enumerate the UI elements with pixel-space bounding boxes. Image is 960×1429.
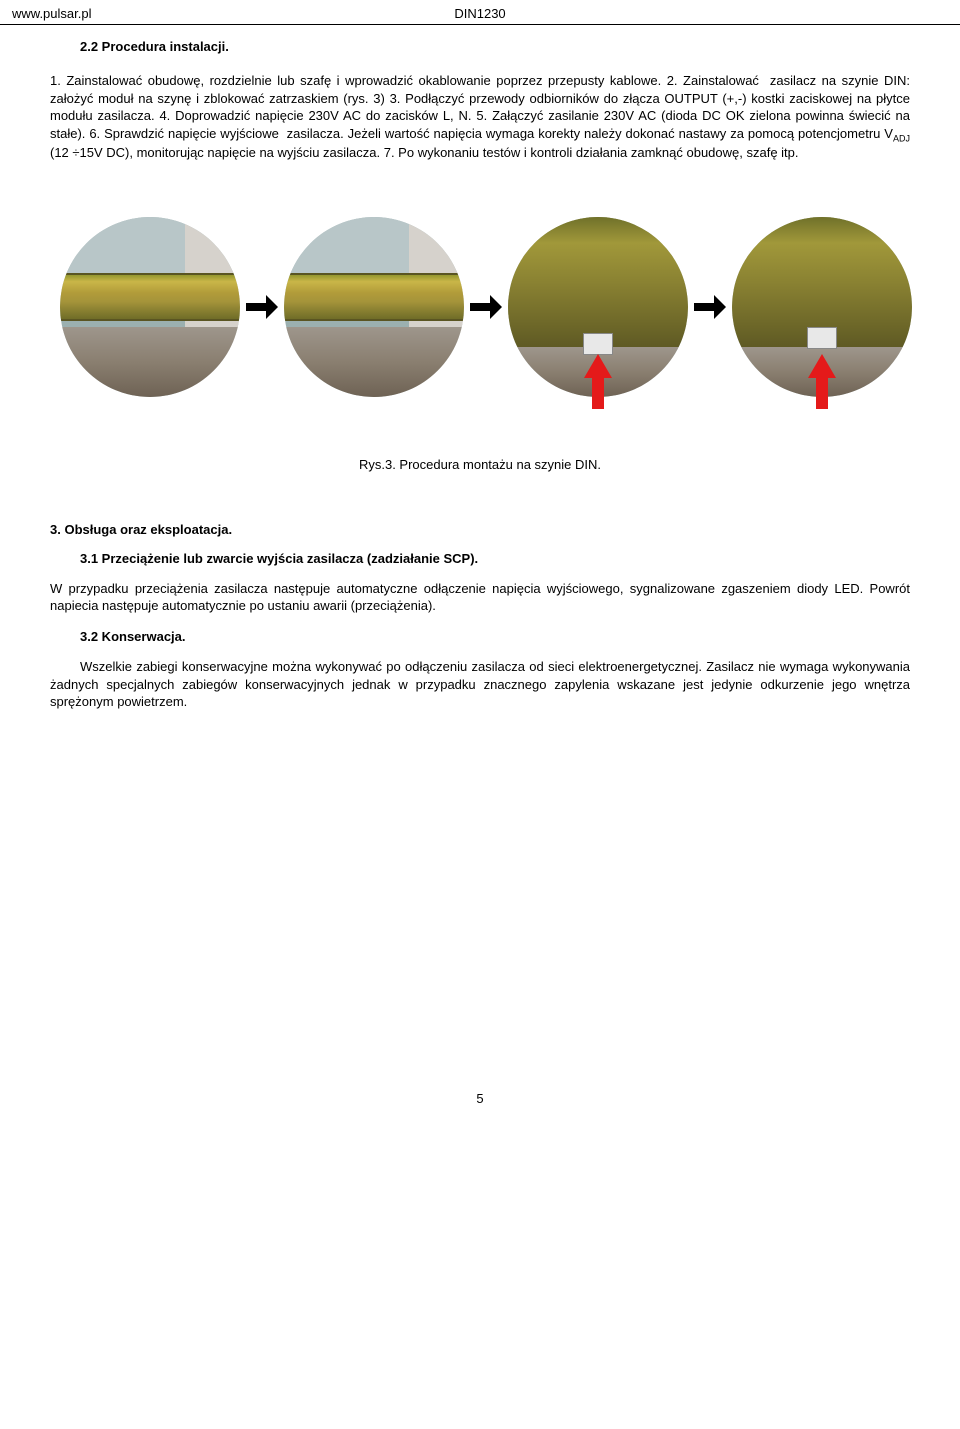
figure-step-3 — [508, 217, 688, 397]
section-3-title: 3. Obsługa oraz eksploatacja. — [50, 522, 910, 537]
figure-caption: Rys.3. Procedura montażu na szynie DIN. — [50, 457, 910, 472]
arrow-icon — [692, 293, 728, 321]
figure-step-1 — [60, 217, 240, 397]
header-code: DIN1230 — [454, 6, 505, 21]
arrow-icon — [468, 293, 504, 321]
figure-step-4 — [732, 217, 912, 397]
red-arrow-icon — [806, 354, 838, 409]
section-3-1-title: 3.1 Przeciążenie lub zwarcie wyjścia zas… — [80, 551, 910, 566]
red-arrow-icon — [582, 354, 614, 409]
figure-row — [50, 217, 910, 397]
section-2-2-text: 1. Zainstalować obudowę, rozdzielnie lub… — [50, 72, 910, 162]
section-2-2-title: 2.2 Procedura instalacji. — [80, 39, 910, 54]
section-3-1-text: W przypadku przeciążenia zasilacza nastę… — [50, 580, 910, 615]
section-3-2-text: Wszelkie zabiegi konserwacyjne można wyk… — [50, 658, 910, 711]
page-number: 5 — [50, 1091, 910, 1106]
section-3-2-title: 3.2 Konserwacja. — [80, 629, 910, 644]
arrow-icon — [244, 293, 280, 321]
figure-step-2 — [284, 217, 464, 397]
header-url: www.pulsar.pl — [12, 6, 91, 21]
